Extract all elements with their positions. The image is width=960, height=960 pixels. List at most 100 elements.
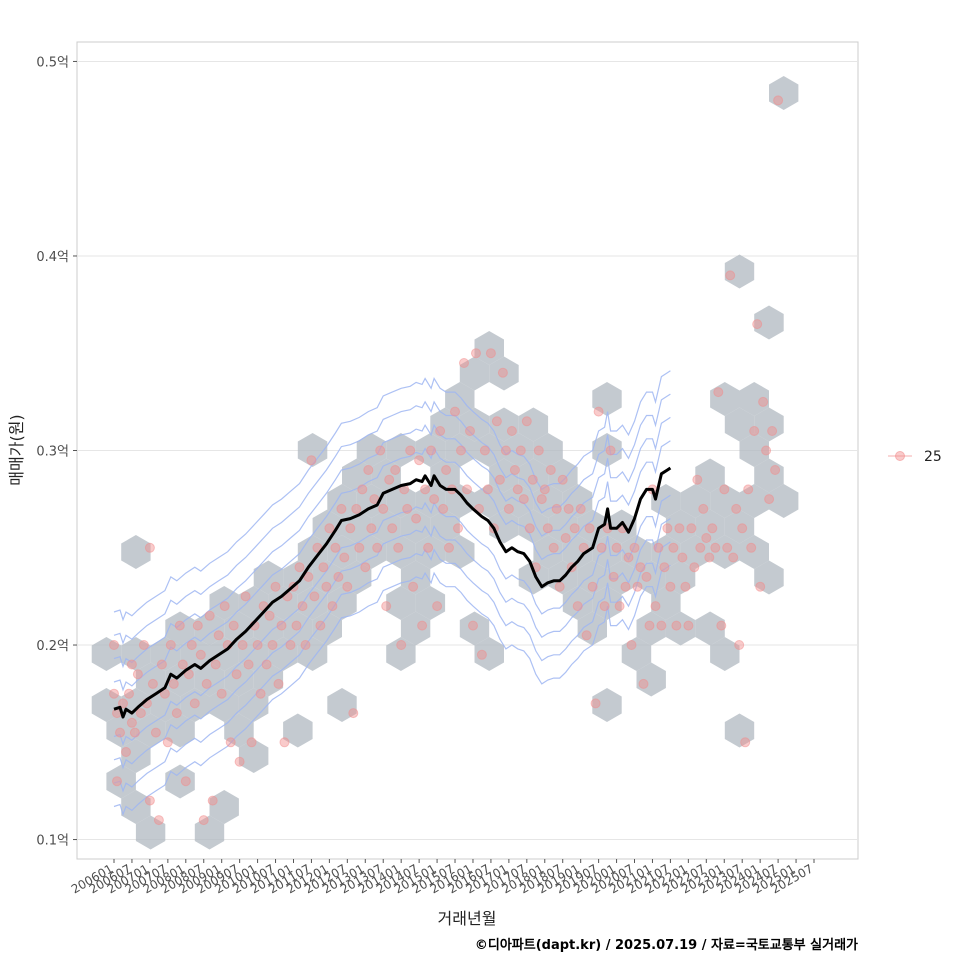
- data-point: [557, 474, 568, 485]
- contour-line: [113, 393, 671, 645]
- data-point: [596, 542, 607, 553]
- data-point: [482, 484, 493, 495]
- data-point: [554, 581, 565, 592]
- hexbin-cell: [194, 611, 225, 646]
- contour-line: [113, 541, 671, 793]
- data-point: [614, 601, 625, 612]
- data-point: [728, 552, 739, 563]
- data-point: [641, 571, 652, 582]
- data-point: [674, 523, 685, 534]
- data-point: [689, 562, 700, 573]
- data-point: [294, 562, 305, 573]
- data-point: [243, 659, 254, 670]
- data-point: [147, 678, 158, 689]
- data-point: [324, 523, 335, 534]
- data-point: [479, 445, 490, 456]
- hexbin-cell: [533, 433, 563, 467]
- legend-label: 25: [924, 449, 942, 465]
- hexbin-cell: [165, 713, 195, 748]
- data-point: [429, 494, 440, 505]
- data-point: [390, 465, 401, 475]
- data-point: [321, 581, 332, 592]
- data-point: [734, 640, 745, 650]
- hexbin-cell: [533, 484, 563, 518]
- hexbin-cell: [474, 484, 504, 518]
- data-point: [285, 640, 296, 650]
- data-point: [704, 552, 715, 563]
- data-point: [435, 426, 446, 436]
- hexbin-cell: [769, 76, 799, 110]
- legend: 25: [888, 449, 942, 465]
- x-axis-ticks: 2006012006072007012007072008012008072009…: [69, 859, 816, 897]
- x-axis-title: 거래년월: [438, 909, 497, 928]
- data-point: [363, 465, 374, 475]
- hexbin-cell: [592, 586, 622, 620]
- hexbin-cell: [106, 713, 136, 748]
- data-point: [180, 776, 191, 787]
- data-point: [261, 659, 272, 670]
- data-point: [590, 698, 601, 709]
- data-point: [115, 727, 125, 738]
- data-point: [384, 474, 395, 485]
- contour-line: [113, 518, 671, 770]
- data-point: [671, 620, 682, 631]
- data-point: [518, 494, 529, 505]
- hexbin-cell: [739, 484, 769, 518]
- data-point: [770, 465, 781, 475]
- data-point: [234, 756, 245, 767]
- hexbin-cell: [283, 611, 313, 646]
- data-point: [662, 523, 673, 534]
- data-point: [186, 640, 197, 650]
- contour-line: [113, 494, 671, 747]
- hexbin-cell: [224, 611, 254, 646]
- data-point: [462, 484, 472, 495]
- data-point: [468, 620, 478, 631]
- data-point: [524, 523, 535, 534]
- data-point: [494, 474, 505, 485]
- data-point: [126, 659, 137, 670]
- hexbin-cell: [121, 739, 151, 773]
- data-point: [297, 601, 308, 612]
- data-point: [333, 571, 344, 582]
- data-point: [677, 552, 688, 563]
- data-point: [650, 601, 661, 612]
- hexbin-cell: [607, 560, 637, 595]
- data-point: [497, 367, 508, 378]
- hexbin-cell: [577, 560, 607, 595]
- hexbin-cell: [621, 637, 652, 671]
- data-point: [189, 698, 200, 709]
- data-point: [162, 737, 173, 748]
- data-point: [575, 503, 586, 514]
- hexbin-cell: [724, 713, 755, 748]
- hexbin-cell: [710, 637, 740, 671]
- data-point: [608, 571, 619, 582]
- data-point: [351, 503, 362, 514]
- hexbin-cell: [400, 611, 431, 646]
- legend-key-point: [895, 451, 905, 461]
- hexbin-cell: [91, 637, 122, 671]
- data-point: [584, 523, 595, 534]
- data-point: [126, 717, 137, 728]
- data-point: [423, 542, 434, 553]
- data-point: [512, 484, 523, 495]
- data-point: [402, 503, 413, 514]
- hexbin-cell: [474, 331, 504, 365]
- data-point: [144, 542, 155, 553]
- data-point: [623, 552, 634, 563]
- data-point: [124, 688, 134, 699]
- data-point: [339, 552, 350, 563]
- hexbin-cell: [327, 586, 357, 620]
- data-point: [509, 465, 520, 475]
- hexbin-cell: [165, 611, 195, 646]
- hexbin-cell: [386, 637, 416, 671]
- data-point: [426, 445, 437, 456]
- data-point: [396, 640, 407, 650]
- data-point: [240, 591, 251, 602]
- data-point: [276, 620, 287, 631]
- hexbin-cell: [327, 484, 357, 518]
- data-point: [743, 484, 754, 495]
- hexbin-cell: [665, 509, 696, 544]
- data-point: [252, 640, 263, 650]
- hexbin-cell: [695, 611, 725, 646]
- data-point: [300, 640, 311, 650]
